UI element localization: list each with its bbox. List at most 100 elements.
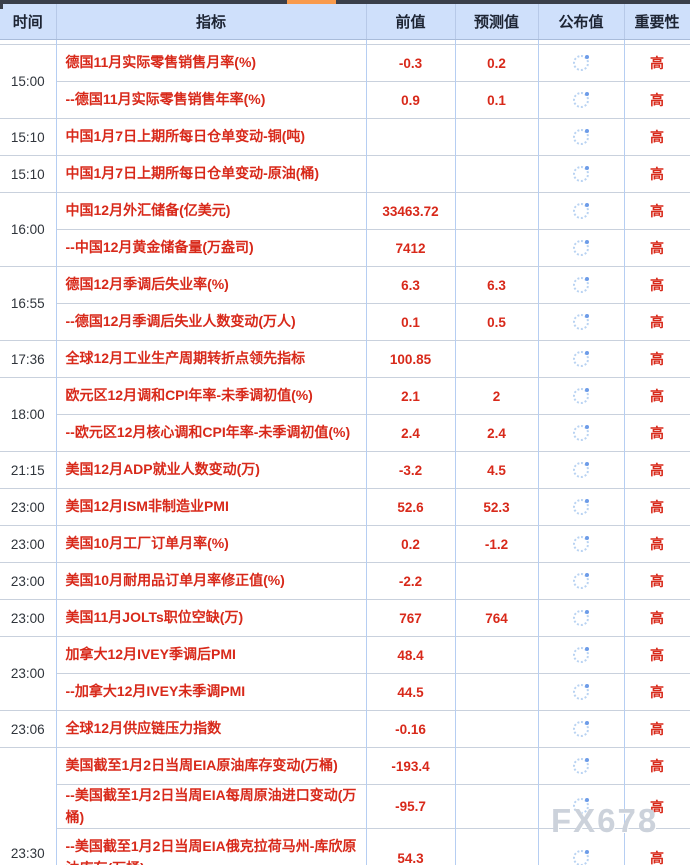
loading-spinner-icon <box>573 239 589 256</box>
importance-badge: 高 <box>624 562 690 600</box>
loading-spinner-icon <box>573 128 589 145</box>
indicator-link[interactable]: 德国11月实际零售销售月率(%) <box>56 44 367 82</box>
loading-spinner-icon <box>573 720 589 737</box>
top-scrollbar[interactable] <box>0 0 690 4</box>
importance-badge: 高 <box>624 828 690 865</box>
column-header-time: 时间 <box>0 4 57 40</box>
header-row: 时间 指标 前值 预测值 公布值 重要性 <box>0 4 690 40</box>
published-value-cell <box>538 81 625 119</box>
loading-spinner-icon <box>573 350 589 367</box>
table-row: 16:00 中国12月外汇储备(亿美元) 33463.72 高 <box>0 192 690 267</box>
indicator-link[interactable]: 中国1月7日上期所每日仓单变动-铜(吨) <box>56 118 367 156</box>
importance-badge: 高 <box>624 303 690 341</box>
importance-badge: 高 <box>624 229 690 267</box>
table-row: 23:00 加拿大12月IVEY季调后PMI 48.4 高 <box>0 636 690 711</box>
published-value-cell <box>538 266 625 304</box>
forecast-value-cell: 764 <box>455 599 539 637</box>
column-header-indicator: 指标 <box>56 4 367 40</box>
loading-spinner-icon <box>573 609 589 626</box>
prev-value-cell <box>366 118 456 156</box>
prev-value-cell: 0.1 <box>366 303 456 341</box>
indicator-link[interactable]: 全球12月工业生产周期转折点领先指标 <box>56 340 367 378</box>
loading-spinner-icon <box>573 535 589 552</box>
time-cell: 15:00 <box>0 44 57 119</box>
indicator-link[interactable]: 美国12月ADP就业人数变动(万) <box>56 451 367 489</box>
time-cell: 23:00 <box>0 562 57 600</box>
time-cell: 23:00 <box>0 488 57 526</box>
forecast-value-cell <box>455 828 539 865</box>
loading-spinner-icon <box>573 572 589 589</box>
published-value-cell <box>538 414 625 452</box>
forecast-value-cell: 4.5 <box>455 451 539 489</box>
importance-badge: 高 <box>624 377 690 415</box>
prev-value-cell: 44.5 <box>366 673 456 711</box>
indicator-link[interactable]: --美国截至1月2日当周EIA俄克拉荷马州-库欣原油库存(万桶) <box>56 828 367 865</box>
loading-spinner-icon <box>573 54 589 71</box>
published-value-cell <box>538 488 625 526</box>
time-cell: 17:36 <box>0 340 57 378</box>
importance-badge: 高 <box>624 192 690 230</box>
table-row: 23:00 美国10月耐用品订单月率修正值(%) -2.2 高 <box>0 562 690 600</box>
published-value-cell <box>538 636 625 674</box>
prev-value-cell: -2.2 <box>366 562 456 600</box>
indicator-link[interactable]: 加拿大12月IVEY季调后PMI <box>56 636 367 674</box>
forecast-value-cell: 52.3 <box>455 488 539 526</box>
importance-badge: 高 <box>624 747 690 785</box>
loading-spinner-icon <box>573 313 589 330</box>
indicator-link[interactable]: 欧元区12月调和CPI年率-未季调初值(%) <box>56 377 367 415</box>
table-row: 18:00 欧元区12月调和CPI年率-未季调初值(%) 2.1 2 高 <box>0 377 690 452</box>
clipped-cell <box>538 39 625 45</box>
corner-mark <box>0 0 3 9</box>
indicator-link[interactable]: 美国截至1月2日当周EIA原油库存变动(万桶) <box>56 747 367 785</box>
prev-value-cell: 0.2 <box>366 525 456 563</box>
indicator-link[interactable]: 中国1月7日上期所每日仓单变动-原油(桶) <box>56 155 367 193</box>
published-value-cell <box>538 44 625 82</box>
table-row: --美国截至1月2日当周EIA每周原油进口变动(万桶) -95.7 高 <box>0 783 690 829</box>
indicator-link[interactable]: --德国11月实际零售销售年率(%) <box>56 81 367 119</box>
forecast-value-cell <box>455 562 539 600</box>
indicator-link[interactable]: 全球12月供应链压力指数 <box>56 710 367 748</box>
importance-badge: 高 <box>624 525 690 563</box>
table-row: 16:55 德国12月季调后失业率(%) 6.3 6.3 高 <box>0 266 690 341</box>
indicator-link[interactable]: 中国12月外汇储备(亿美元) <box>56 192 367 230</box>
prev-value-cell: -0.16 <box>366 710 456 748</box>
column-header-forecast: 预测值 <box>455 4 539 40</box>
loading-spinner-icon <box>573 683 589 700</box>
indicator-link[interactable]: --中国12月黄金储备量(万盎司) <box>56 229 367 267</box>
indicator-link[interactable]: --加拿大12月IVEY未季调PMI <box>56 673 367 711</box>
table-row: 15:10 中国1月7日上期所每日仓单变动-铜(吨) 高 <box>0 118 690 156</box>
indicator-link[interactable]: --德国12月季调后失业人数变动(万人) <box>56 303 367 341</box>
table-row: 23:06 全球12月供应链压力指数 -0.16 高 <box>0 710 690 748</box>
published-value-cell <box>538 340 625 378</box>
indicator-link[interactable]: 美国11月JOLTs职位空缺(万) <box>56 599 367 637</box>
indicator-link[interactable]: 美国10月工厂订单月率(%) <box>56 525 367 563</box>
table-row: --美国截至1月2日当周EIA俄克拉荷马州-库欣原油库存(万桶) 54.3 高 <box>0 828 690 865</box>
indicator-link[interactable]: --欧元区12月核心调和CPI年率-未季调初值(%) <box>56 414 367 452</box>
time-cell: 23:00 <box>0 599 57 637</box>
forecast-value-cell <box>455 636 539 674</box>
published-value-cell <box>538 673 625 711</box>
forecast-value-cell: -1.2 <box>455 525 539 563</box>
published-value-cell <box>538 451 625 489</box>
table-row: --加拿大12月IVEY未季调PMI 44.5 高 <box>0 673 690 711</box>
time-cell: 21:15 <box>0 451 57 489</box>
prev-value-cell: 6.3 <box>366 266 456 304</box>
time-cell: 23:00 <box>0 636 57 711</box>
clipped-row-top <box>0 39 690 45</box>
loading-spinner-icon <box>573 646 589 663</box>
indicator-link[interactable]: 美国10月耐用品订单月率修正值(%) <box>56 562 367 600</box>
forecast-value-cell <box>455 118 539 156</box>
importance-badge: 高 <box>624 451 690 489</box>
forecast-value-cell <box>455 673 539 711</box>
published-value-cell <box>538 377 625 415</box>
scrollbar-thumb[interactable] <box>287 0 336 4</box>
loading-spinner-icon <box>573 387 589 404</box>
loading-spinner-icon <box>573 276 589 293</box>
forecast-value-cell <box>455 192 539 230</box>
indicator-link[interactable]: 德国12月季调后失业率(%) <box>56 266 367 304</box>
table-row: 21:15 美国12月ADP就业人数变动(万) -3.2 4.5 高 <box>0 451 690 489</box>
indicator-link[interactable]: --美国截至1月2日当周EIA每周原油进口变动(万桶) <box>56 783 367 829</box>
time-cell: 18:00 <box>0 377 57 452</box>
indicator-link[interactable]: 美国12月ISM非制造业PMI <box>56 488 367 526</box>
